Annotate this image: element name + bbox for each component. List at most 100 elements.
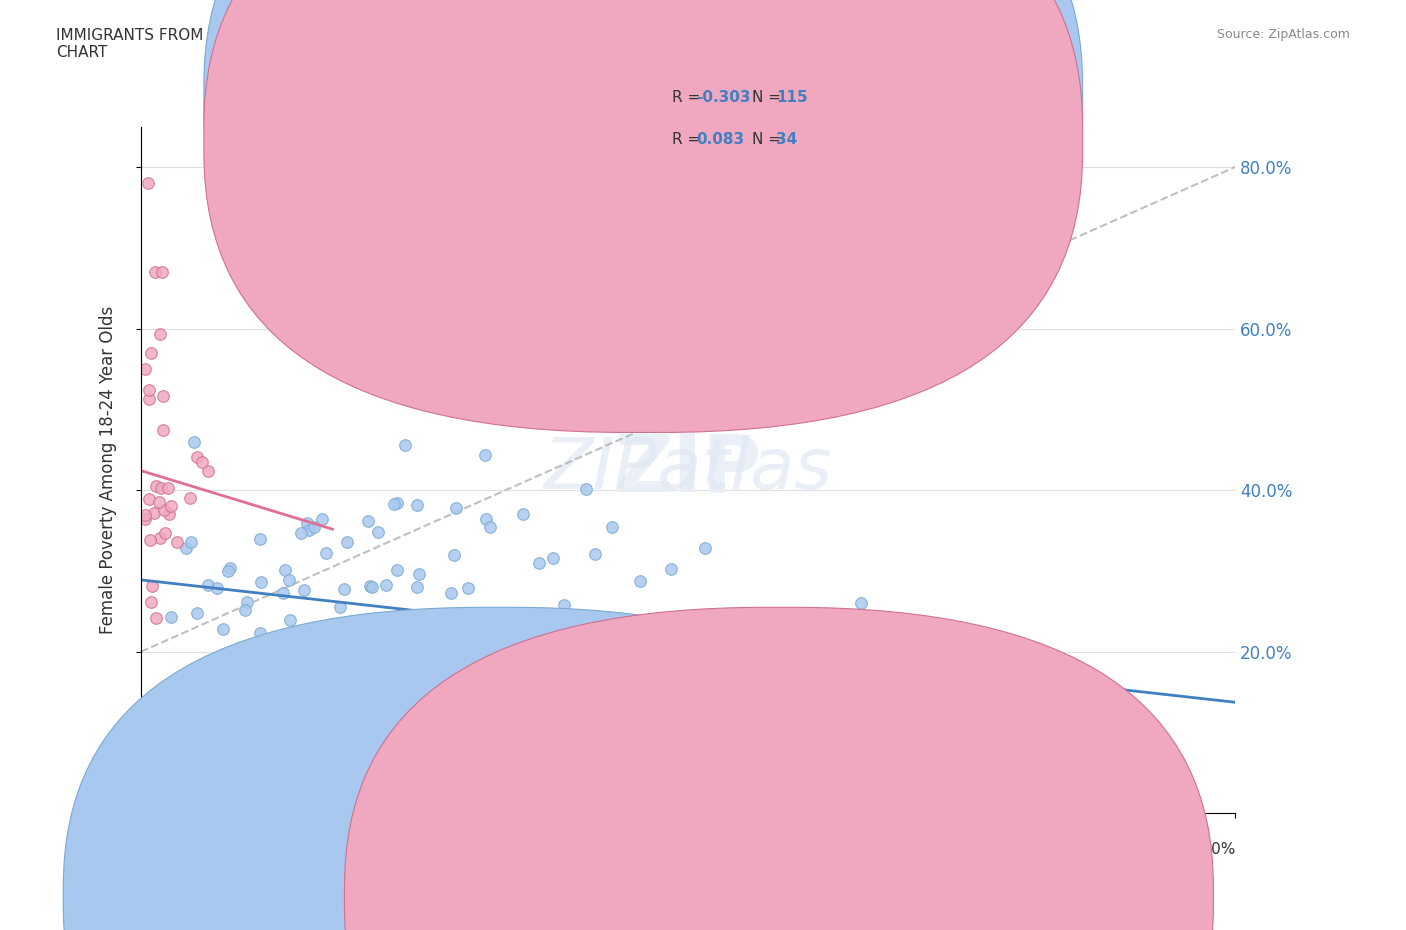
Point [346, 647, 368, 662]
Point [191, 455, 214, 470]
Point [440, 585, 463, 600]
Point [333, 581, 356, 596]
Point [1047, 717, 1070, 732]
Point [534, 774, 557, 789]
Point [311, 512, 333, 526]
Point [408, 566, 430, 581]
Y-axis label: Female Poverty Among 18-24 Year Olds: Female Poverty Among 18-24 Year Olds [100, 306, 117, 634]
Point [755, 650, 778, 665]
Point [444, 500, 467, 515]
Point [678, 653, 700, 668]
Point [153, 503, 176, 518]
Point [541, 551, 564, 565]
Point [361, 579, 384, 594]
Point [621, 690, 644, 705]
Point [579, 712, 602, 727]
Point [588, 698, 610, 713]
Point [141, 578, 163, 593]
Point [186, 449, 208, 464]
Point [217, 564, 239, 578]
Point [506, 646, 529, 661]
Point [485, 686, 508, 701]
Text: Source: ZipAtlas.com: Source: ZipAtlas.com [1216, 28, 1350, 41]
Point [474, 447, 496, 462]
Point [152, 389, 174, 404]
Point [153, 525, 176, 540]
Point [180, 535, 202, 550]
Point [145, 479, 167, 494]
Point [495, 645, 517, 660]
Point [148, 495, 170, 510]
Text: 80.0%: 80.0% [1187, 843, 1236, 857]
Point [134, 362, 156, 377]
Point [280, 631, 302, 646]
Text: ZIPatlas: ZIPatlas [544, 435, 832, 504]
Point [245, 681, 267, 696]
Text: R =: R = [672, 132, 706, 147]
Point [263, 644, 285, 659]
Point [440, 676, 463, 691]
Text: 115: 115 [776, 90, 807, 105]
Point [149, 530, 172, 545]
Point [745, 646, 768, 661]
Point [285, 644, 308, 658]
Point [329, 599, 352, 614]
Point [374, 578, 396, 592]
Point [357, 513, 380, 528]
Point [152, 422, 174, 437]
Point [291, 756, 314, 771]
Point [337, 692, 360, 707]
Point [695, 541, 717, 556]
Point [183, 434, 205, 449]
Point [512, 506, 534, 521]
Point [503, 727, 526, 742]
Point [401, 634, 423, 649]
Point [166, 535, 188, 550]
Point [568, 619, 591, 634]
Point [398, 711, 420, 725]
Text: R =: R = [672, 90, 706, 105]
Point [457, 580, 479, 595]
Point [249, 625, 271, 640]
Point [359, 578, 381, 593]
Point [138, 382, 160, 397]
Point [273, 586, 295, 601]
Point [675, 655, 697, 670]
Point [444, 606, 467, 621]
Point [849, 595, 872, 610]
Point [315, 546, 337, 561]
Point [685, 624, 707, 639]
Point [298, 523, 321, 538]
Point [197, 578, 219, 592]
Point [527, 556, 550, 571]
Point [218, 560, 240, 575]
Point [474, 512, 496, 526]
Point [157, 506, 180, 521]
Point [531, 624, 554, 639]
Point [515, 623, 537, 638]
Point [160, 609, 183, 624]
Point [139, 346, 162, 361]
Point [450, 674, 472, 689]
Point [159, 498, 181, 513]
Point [1092, 735, 1115, 750]
Point [179, 491, 201, 506]
Point [145, 610, 167, 625]
Point [385, 496, 408, 511]
Point [315, 739, 337, 754]
Text: -0.303: -0.303 [696, 90, 751, 105]
Text: 0.0%: 0.0% [141, 843, 180, 857]
Point [366, 765, 388, 780]
Point [388, 623, 411, 638]
Point [394, 621, 416, 636]
Point [138, 492, 160, 507]
Point [141, 709, 163, 724]
Text: ZIP: ZIP [614, 431, 762, 509]
Point [659, 657, 682, 671]
Point [278, 613, 301, 628]
Point [479, 519, 502, 534]
Point [482, 607, 505, 622]
Point [207, 581, 229, 596]
Point [600, 520, 623, 535]
Text: 34: 34 [776, 132, 797, 147]
